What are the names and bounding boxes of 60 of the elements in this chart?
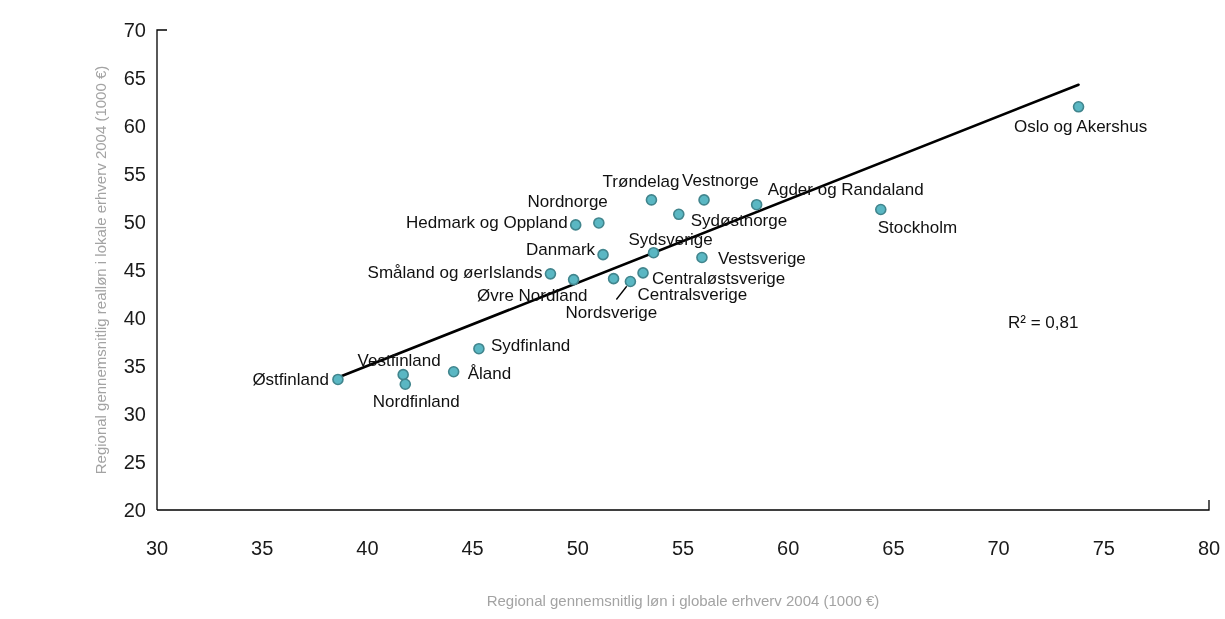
point <box>624 275 637 288</box>
point <box>645 194 658 206</box>
x-tick-label: 60 <box>777 537 800 559</box>
point <box>544 268 557 280</box>
point <box>672 208 685 221</box>
y-tick-label: 60 <box>123 115 146 137</box>
series-label: Agder og Randaland <box>767 179 924 199</box>
y-tick-label: 55 <box>123 163 146 185</box>
series-label: Vestsverige <box>717 248 806 268</box>
x-tick-label: 75 <box>1092 537 1115 559</box>
y-axis-title: Regional gennemsnitlig realløn i lokale erhverv 2004 (1000 €) <box>91 65 109 475</box>
series-label: Vestnorge <box>682 170 759 190</box>
y-tick-label: 70 <box>123 19 146 41</box>
series-label: Nordsverige <box>565 302 658 322</box>
y-tick-label: 40 <box>123 307 146 329</box>
y-tick-label: 50 <box>123 211 146 233</box>
series-label: Danmark <box>526 239 596 259</box>
x-axis-title: Regional gennemsnitlig løn i globale erhverv 2004 (1000 €) <box>486 591 880 609</box>
x-tick-label: 65 <box>882 537 905 559</box>
x-tick-label: 50 <box>566 537 589 559</box>
point <box>607 272 620 285</box>
x-tick-label: 80 <box>1197 537 1221 559</box>
point <box>473 342 485 355</box>
point <box>698 194 710 206</box>
point <box>696 251 708 264</box>
series-label: Åland <box>467 363 512 383</box>
y-tick-label: 25 <box>123 451 146 473</box>
series-label: Småland og øerIslands <box>367 262 543 282</box>
series-label: Nordnorge <box>527 191 608 211</box>
point <box>1072 101 1085 113</box>
point <box>397 368 409 381</box>
point <box>332 373 344 386</box>
y-tick-label: 65 <box>123 67 146 89</box>
x-tick-label: 45 <box>461 537 484 559</box>
y-tick-label: 30 <box>123 403 146 425</box>
series-label: Sydfinland <box>490 335 571 355</box>
point <box>399 378 412 391</box>
y-tick-label: 35 <box>123 355 146 377</box>
annotation: R² = 0,81 <box>1008 312 1079 332</box>
series-label: Nordfinland <box>372 391 460 411</box>
point <box>569 219 582 231</box>
point <box>567 273 580 286</box>
y-tick-label: 45 <box>123 259 146 281</box>
point <box>874 203 887 216</box>
y-tick-label: 20 <box>123 499 146 521</box>
series-label: Oslo og Akershus <box>1013 116 1148 136</box>
x-tick-label: 30 <box>145 537 169 559</box>
point <box>750 198 763 211</box>
x-tick-label: 40 <box>356 537 379 559</box>
x-tick-label: 55 <box>671 537 695 559</box>
series-label: Trøndelag <box>602 171 680 191</box>
x-tick-label: 35 <box>251 537 274 559</box>
point <box>593 217 605 229</box>
series-label: Østfinland <box>252 369 329 389</box>
point <box>447 365 460 378</box>
point <box>637 267 649 279</box>
x-tick-label: 70 <box>987 537 1010 559</box>
series-label: Hedmark og Oppland <box>406 212 568 232</box>
series-label: Stockholm <box>877 217 958 237</box>
point <box>597 248 609 261</box>
